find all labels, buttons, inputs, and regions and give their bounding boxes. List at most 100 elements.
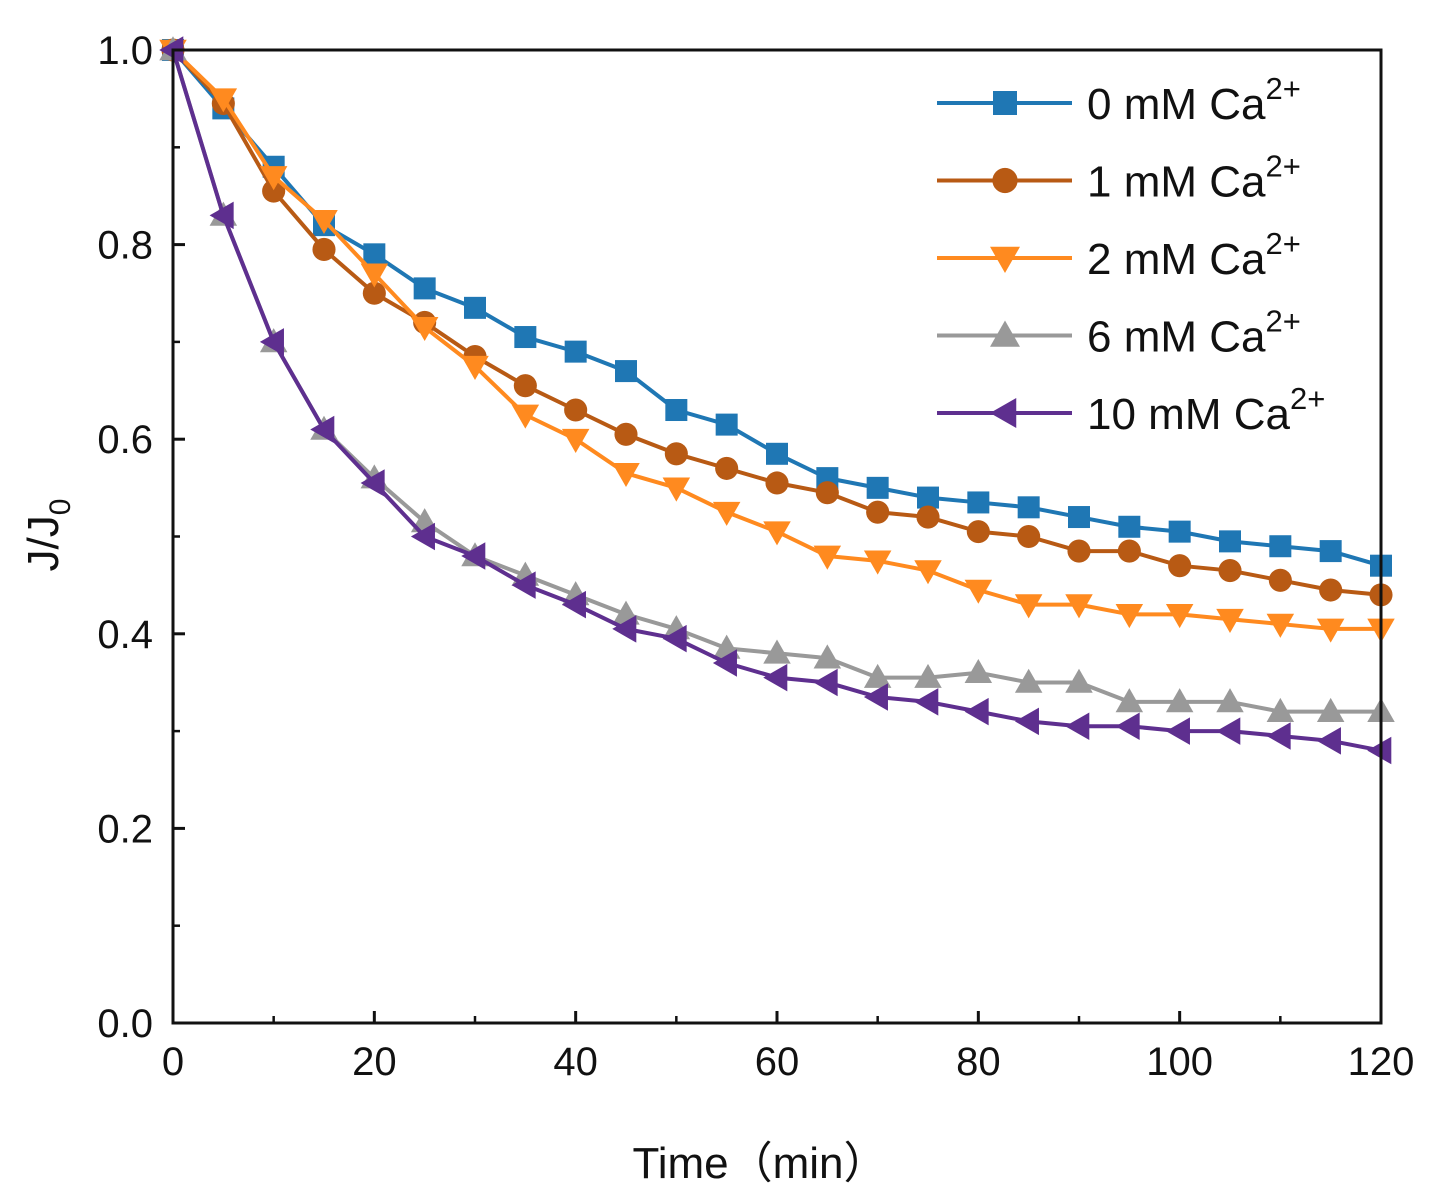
x-tick-label: 20 — [352, 1040, 397, 1084]
legend-label: 6 mM Ca2+ — [1087, 304, 1301, 362]
data-point — [1316, 727, 1341, 755]
data-point — [612, 462, 640, 488]
data-point — [916, 505, 940, 529]
data-point — [1068, 506, 1090, 529]
data-point — [564, 398, 588, 422]
data-point — [1065, 712, 1090, 740]
data-point — [863, 663, 892, 688]
y-axis-title-subscript: 0 — [44, 499, 77, 516]
data-point — [1216, 717, 1241, 745]
data-point — [1268, 568, 1292, 592]
data-point — [360, 263, 389, 288]
data-point — [1118, 515, 1141, 538]
data-point — [511, 571, 536, 599]
data-point — [1115, 712, 1140, 740]
x-tick-label: 120 — [1348, 1040, 1415, 1084]
legend-label: 2 mM Ca2+ — [1087, 226, 1301, 284]
data-point — [765, 471, 789, 495]
data-point — [1216, 608, 1244, 633]
y-tick-label: 0.4 — [97, 613, 153, 657]
data-point — [1117, 539, 1141, 563]
data-point — [1014, 668, 1043, 693]
data-point — [712, 649, 737, 677]
data-point — [715, 413, 738, 436]
data-point — [1017, 496, 1040, 519]
data-point — [1115, 604, 1144, 629]
legend-item: 0 mM Ca2+ — [937, 71, 1301, 129]
data-point — [967, 491, 990, 514]
data-point — [513, 374, 537, 398]
data-point — [1165, 688, 1194, 713]
legend-item: 1 mM Ca2+ — [937, 149, 1301, 207]
y-tick-label: 0.6 — [97, 418, 153, 462]
data-point — [866, 500, 890, 524]
data-point — [866, 476, 889, 499]
data-point — [766, 442, 788, 465]
data-point — [1115, 688, 1144, 713]
legend-marker — [993, 91, 1017, 115]
data-point — [511, 404, 540, 429]
data-point — [1067, 539, 1091, 563]
legend-marker — [990, 320, 1020, 347]
data-point — [763, 639, 791, 664]
x-tick-label: 100 — [1146, 1040, 1213, 1084]
data-point — [464, 296, 486, 319]
data-point — [1014, 594, 1043, 619]
data-point — [1216, 688, 1244, 713]
series-line — [171, 49, 1381, 714]
data-point — [1065, 594, 1093, 619]
data-point — [362, 281, 386, 305]
y-axis-title-main: J/J — [19, 515, 68, 571]
data-point — [612, 615, 637, 643]
data-point — [914, 688, 939, 716]
data-point — [1266, 697, 1295, 722]
data-point — [1014, 707, 1039, 736]
x-tick-label: 80 — [956, 1040, 1001, 1084]
data-point — [863, 550, 892, 575]
data-point — [413, 277, 436, 300]
legend-label-sup: 2+ — [1265, 304, 1300, 339]
data-point — [410, 316, 439, 342]
data-point — [461, 542, 486, 570]
legend-marker — [992, 167, 1018, 194]
data-point — [914, 560, 942, 585]
data-point — [863, 683, 888, 711]
data-point — [1316, 618, 1345, 643]
data-point — [1218, 559, 1242, 583]
legend-label-sup: 2+ — [1265, 226, 1300, 261]
y-tick-label: 0.8 — [97, 224, 153, 268]
data-point — [363, 243, 386, 266]
data-point — [715, 456, 739, 480]
legend-label-main: 6 mM Ca — [1087, 313, 1266, 362]
legend-marker — [990, 246, 1020, 273]
data-point — [664, 442, 688, 466]
data-point — [813, 668, 838, 697]
x-tick-label: 0 — [162, 1040, 184, 1084]
series-2 — [159, 39, 1395, 643]
legend-label-main: 2 mM Ca — [1087, 235, 1266, 284]
y-tick-label: 0.0 — [97, 1002, 153, 1046]
data-point — [360, 469, 385, 497]
data-point — [763, 521, 791, 546]
data-point — [1319, 540, 1342, 563]
y-axis-title: J/J0 — [19, 499, 77, 572]
series-0 — [162, 39, 1392, 577]
legend: 0 mM Ca2+1 mM Ca2+2 mM Ca2+6 mM Ca2+10 m… — [937, 71, 1325, 439]
data-point — [461, 355, 489, 380]
data-point — [1219, 530, 1241, 553]
axis-layer: 0 20 40 60 80 100 120 0.0 0.2 0.4 0.6 0.8 1.0 — [97, 29, 1414, 1084]
data-point — [763, 663, 788, 692]
data-point — [1319, 578, 1343, 602]
data-point — [1266, 722, 1291, 750]
data-point — [1367, 736, 1392, 765]
data-point — [964, 697, 989, 726]
data-point — [1269, 535, 1292, 558]
data-point — [614, 422, 638, 446]
data-point — [1168, 520, 1191, 543]
legend-item: 6 mM Ca2+ — [937, 304, 1301, 362]
data-point — [1065, 668, 1093, 693]
data-point — [1165, 717, 1190, 745]
legend-marker — [990, 398, 1017, 428]
data-point — [410, 522, 435, 551]
